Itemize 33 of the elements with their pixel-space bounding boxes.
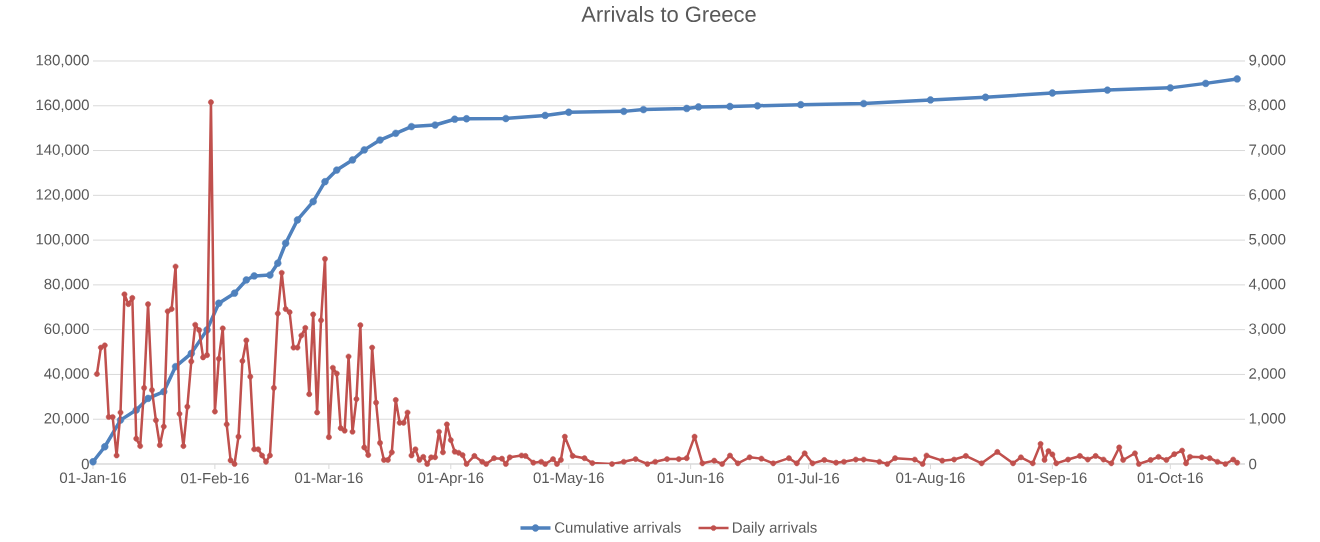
- y2-tick-label: 5,000: [1249, 233, 1286, 247]
- y-tick-label: 140,000: [36, 144, 89, 157]
- x-tick-label: 01-Apr-16: [418, 472, 484, 487]
- y-tick-label: 160,000: [36, 99, 89, 112]
- y2-tick-label: 8,000: [1249, 99, 1286, 112]
- chart-title: Arrivals to Greece: [581, 5, 756, 23]
- y-tick-label: 100,000: [36, 233, 89, 247]
- y-tick-label: 0: [81, 458, 89, 470]
- y-tick-label: 40,000: [44, 368, 89, 381]
- x-tick-label: 01-Feb-16: [180, 472, 249, 484]
- y2-tick-label: 9,000: [1249, 54, 1286, 68]
- x-tick-label: 01-Jun-16: [657, 472, 724, 484]
- y2-tick-label: 6,000: [1249, 189, 1286, 202]
- x-tick-label: 01-Mar-16: [295, 472, 363, 484]
- y2-tick-label: 3,000: [1249, 323, 1286, 336]
- legend-label: Daily arrivals: [732, 521, 817, 536]
- legend-label: Cumulative arrivals: [554, 521, 681, 533]
- x-tick-label: 01-May-16: [533, 472, 604, 487]
- x-tick-label: 01-Jul-16: [778, 472, 840, 484]
- y-tick-label: 180,000: [36, 54, 89, 68]
- y2-tick-label: 0: [1249, 458, 1257, 470]
- y2-tick-label: 2,000: [1249, 368, 1286, 381]
- y2-tick-label: 7,000: [1249, 144, 1286, 157]
- y-tick-label: 20,000: [44, 413, 89, 426]
- y-tick-label: 120,000: [36, 189, 89, 202]
- x-tick-label: 01-Sep-16: [1018, 472, 1087, 487]
- x-tick-label: 01-Aug-16: [896, 472, 965, 487]
- y-tick-label: 80,000: [44, 278, 89, 292]
- x-tick-label: 01-Oct-16: [1137, 472, 1203, 484]
- x-tick-label: 01-Jan-16: [59, 472, 126, 484]
- y2-tick-label: 4,000: [1248, 278, 1286, 292]
- y2-tick-label: 1,000: [1249, 413, 1286, 426]
- y-tick-label: 60,000: [44, 323, 89, 336]
